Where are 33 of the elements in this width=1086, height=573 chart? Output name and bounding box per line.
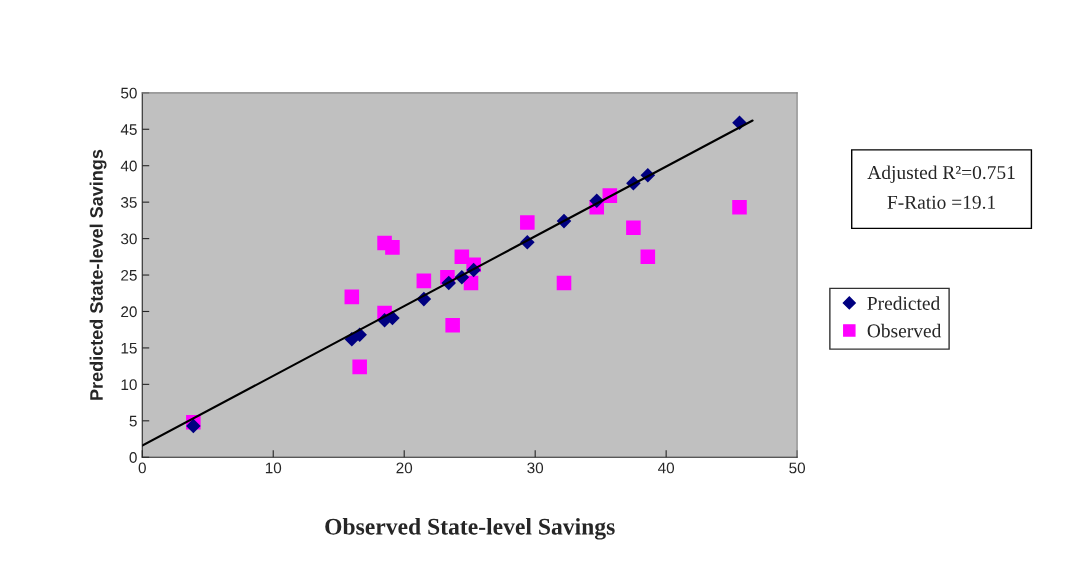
y-tick-label: 30 <box>121 233 137 245</box>
point <box>445 318 460 333</box>
x-tick-label: 40 <box>658 462 675 474</box>
y-tick-label: 45 <box>120 124 137 135</box>
x-axis-title: Observed State-level Savings <box>325 518 615 540</box>
point <box>520 215 535 230</box>
x-tick-label: 30 <box>527 462 544 474</box>
text: Adjusted R²=0.751 F-Ratio =19.1 <box>867 165 1015 209</box>
y-tick-label: 0 <box>129 452 137 463</box>
point <box>556 275 572 291</box>
y-tick-label: 35 <box>121 197 137 208</box>
legend-label: Predicted <box>867 296 940 310</box>
y-tick-label: 25 <box>121 269 137 281</box>
y-tick-label: 20 <box>121 306 137 318</box>
x-tick-label: 0 <box>138 462 146 474</box>
y-tick-label: 15 <box>121 342 137 354</box>
point <box>352 359 367 375</box>
legend-label: Observed <box>867 323 942 338</box>
x-tick-label: 50 <box>789 462 806 474</box>
point <box>385 240 400 255</box>
x-tick-label: 20 <box>396 462 413 474</box>
point <box>416 273 432 289</box>
point <box>732 199 747 215</box>
point <box>640 249 656 265</box>
point <box>344 289 360 305</box>
point <box>186 418 201 434</box>
y-tick-label: 10 <box>121 379 137 391</box>
x-tick-label: 10 <box>265 462 282 474</box>
y-tick-label: 50 <box>121 87 137 99</box>
point <box>626 220 641 235</box>
y-tick-label: 5 <box>129 415 137 427</box>
y-axis-title: Predicted State-level Savings <box>89 149 107 400</box>
y-tick-label: 40 <box>120 160 137 172</box>
